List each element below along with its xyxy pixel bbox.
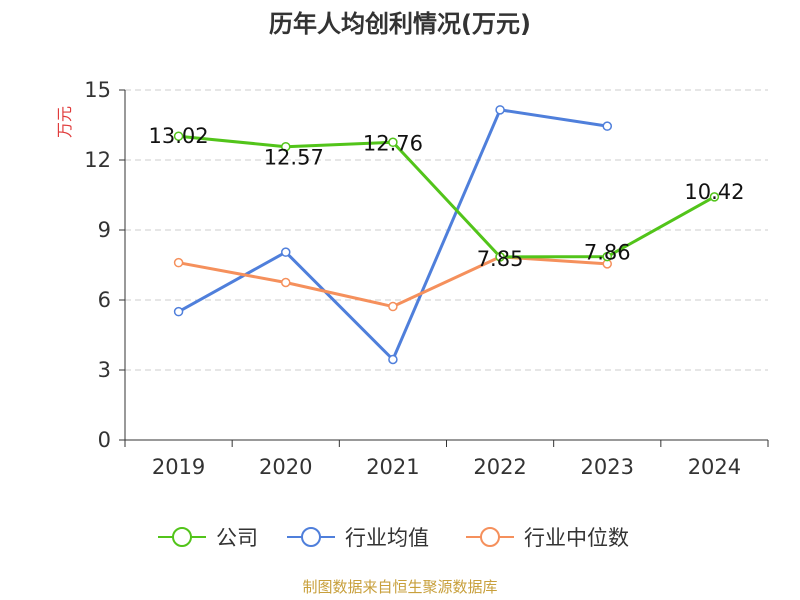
data-point[interactable] bbox=[709, 192, 720, 202]
legend-label: 公司 bbox=[216, 526, 258, 550]
data-point[interactable] bbox=[173, 306, 184, 317]
series-lines bbox=[173, 105, 720, 365]
data-point[interactable] bbox=[602, 251, 612, 262]
legend-marker bbox=[301, 527, 321, 547]
legend-marker bbox=[480, 527, 500, 547]
data-point[interactable] bbox=[281, 141, 291, 152]
data-point[interactable] bbox=[388, 354, 398, 365]
x-tick-label: 2020 bbox=[259, 455, 312, 479]
data-labels: 13.02 12.57 12.76 7.85 7.86 10.42 bbox=[149, 124, 745, 271]
legend-label: 行业均值 bbox=[345, 526, 429, 550]
x-tick-label: 2023 bbox=[581, 455, 634, 479]
y-tick-label: 12 bbox=[84, 148, 111, 172]
y-axis-label: 万元 bbox=[55, 106, 74, 138]
legend-marker bbox=[172, 527, 192, 547]
data-label: 7.86 bbox=[584, 241, 631, 265]
y-tick-label: 3 bbox=[98, 358, 111, 382]
data-point[interactable] bbox=[388, 137, 398, 148]
data-point[interactable] bbox=[495, 105, 505, 115]
data-point[interactable] bbox=[495, 252, 505, 262]
data-label: 7.85 bbox=[477, 247, 524, 271]
y-tick-label: 0 bbox=[98, 428, 111, 452]
axes: 0 3 6 9 12 15 2019 2020 2021 2022 2023 2024 bbox=[84, 78, 769, 479]
series-line bbox=[178, 134, 716, 259]
legend-item[interactable]: 公司 bbox=[158, 526, 258, 550]
data-point[interactable] bbox=[281, 277, 291, 288]
x-tick-label: 2022 bbox=[473, 455, 526, 479]
data-label: 13.02 bbox=[149, 124, 209, 148]
gridlines bbox=[125, 89, 768, 371]
x-tick-label: 2019 bbox=[152, 455, 205, 479]
series-line bbox=[178, 255, 608, 309]
data-label: 10.42 bbox=[684, 180, 744, 204]
x-tick-label: 2024 bbox=[688, 455, 741, 479]
legend-label: 行业中位数 bbox=[524, 526, 629, 550]
x-tick-label: 2021 bbox=[366, 455, 419, 479]
legend-item[interactable]: 行业中位数 bbox=[466, 526, 629, 550]
data-point[interactable] bbox=[388, 301, 398, 312]
y-tick-label: 6 bbox=[98, 288, 111, 312]
legend[interactable]: 公司 行业均值 行业中位数 bbox=[158, 526, 629, 550]
legend-item[interactable]: 行业均值 bbox=[287, 526, 429, 550]
y-tick-label: 15 bbox=[84, 78, 111, 102]
data-point[interactable] bbox=[173, 131, 184, 141]
data-label: 12.57 bbox=[264, 146, 324, 170]
source-note: 制图数据来自恒生聚源数据库 bbox=[302, 578, 497, 596]
data-point[interactable] bbox=[281, 247, 291, 257]
data-label: 12.76 bbox=[363, 131, 423, 155]
y-tick-label: 9 bbox=[98, 218, 111, 242]
data-point[interactable] bbox=[173, 257, 184, 268]
chart-title: 历年人均创利情况(万元) bbox=[269, 10, 531, 38]
data-point[interactable] bbox=[602, 121, 612, 131]
